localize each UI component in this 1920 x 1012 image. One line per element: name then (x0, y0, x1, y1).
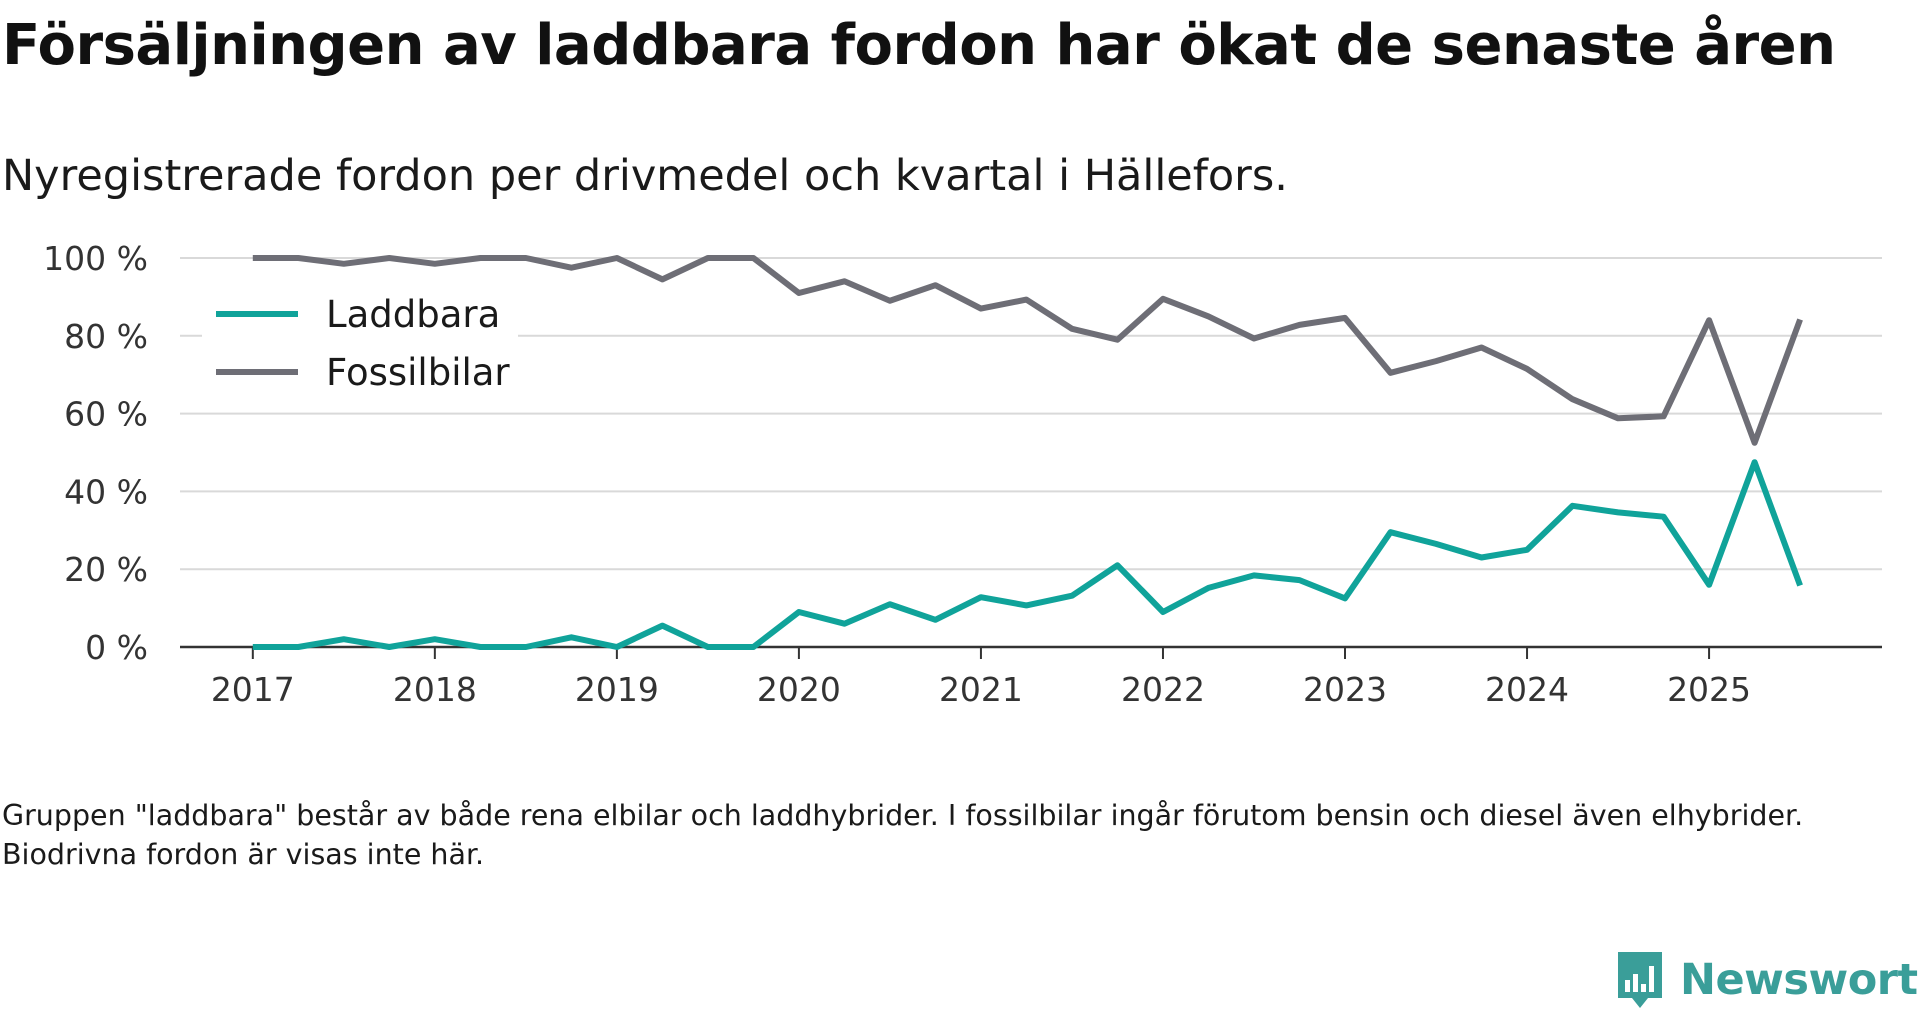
legend-background (202, 282, 518, 402)
series-line-laddbara (252, 459, 1803, 650)
y-tick-label: 0 % (85, 628, 148, 667)
x-tick-label: 2025 (1667, 670, 1751, 709)
x-tick-label: 2023 (1303, 670, 1387, 709)
y-tick-label: 80 % (64, 317, 148, 356)
chart-title: Försäljningen av laddbara fordon har öka… (2, 13, 1836, 78)
x-tick-label: 2024 (1485, 670, 1569, 709)
y-tick-label: 60 % (64, 395, 148, 434)
line-chart: 2017 2018 2019 2020 2021 2022 2023 2024 2025 0 %… (43, 239, 1882, 709)
x-tick-label: 2018 (393, 670, 477, 709)
newsworthy-logo-icon (1618, 952, 1662, 1008)
footnote: Gruppen "laddbara" består av både rena e… (2, 799, 1804, 871)
legend: Laddbara Fossilbilar (202, 282, 518, 402)
series-line-fossilbilar (252, 255, 1803, 446)
legend-label-laddbara: Laddbara (326, 293, 500, 336)
y-tick-label: 20 % (64, 550, 148, 589)
brand-name: Newsworthy (1680, 955, 1920, 1005)
x-tick-label: 2021 (939, 670, 1023, 709)
brand-logo: Newsworthy (1614, 948, 1920, 1012)
legend-label-fossilbilar: Fossilbilar (326, 351, 510, 394)
x-axis: 2017 2018 2019 2020 2021 2022 2023 2024 2025 (180, 645, 1882, 709)
chart-subtitle: Nyregistrerade fordon per drivmedel och … (2, 151, 1288, 201)
y-tick-label: 40 % (64, 472, 148, 511)
x-tick-label: 2020 (757, 670, 841, 709)
x-tick-label: 2022 (1121, 670, 1205, 709)
x-tick-label: 2017 (211, 670, 295, 709)
series-lines (252, 255, 1803, 650)
y-tick-label: 100 % (43, 239, 148, 278)
x-tick-label: 2019 (575, 670, 659, 709)
y-axis-labels: 0 % 20 % 40 % 60 % 80 % 100 % (43, 239, 148, 667)
